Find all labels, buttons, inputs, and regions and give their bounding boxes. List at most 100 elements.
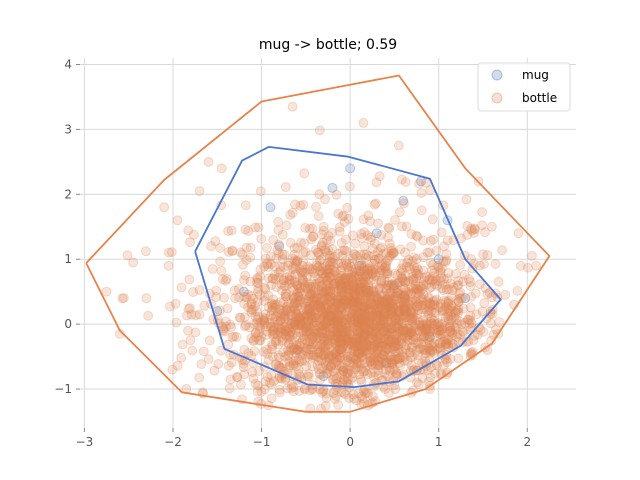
bottle-point — [399, 303, 410, 314]
bottle-point — [453, 307, 464, 318]
bottle-point — [314, 276, 325, 287]
bottle-point — [213, 358, 224, 369]
bottle-point — [299, 280, 310, 291]
bottle-point — [349, 334, 360, 345]
bottle-point — [307, 223, 318, 234]
mug-point — [327, 182, 338, 193]
bottle-point — [143, 310, 154, 321]
bottle-point — [269, 261, 280, 272]
bottle-point — [371, 177, 382, 188]
bottle-point — [348, 305, 359, 316]
bottle-point — [382, 327, 393, 338]
bottle-point — [515, 260, 526, 271]
bottle-point — [408, 305, 419, 316]
bottle-point — [366, 299, 377, 310]
bottle-point — [373, 294, 384, 305]
bottle-point — [384, 330, 395, 341]
bottle-point — [497, 245, 508, 256]
bottle-point — [284, 330, 295, 341]
bottle-point — [297, 265, 308, 276]
x-tick-label: −3 — [76, 435, 94, 449]
bottle-point — [227, 246, 238, 257]
bottle-point — [413, 285, 424, 296]
bottle-point — [314, 261, 325, 272]
bottle-point — [384, 303, 395, 314]
bottle-point — [284, 297, 295, 308]
bottle-point — [262, 371, 273, 382]
bottle-point — [304, 288, 315, 299]
bottle-point — [369, 294, 380, 305]
bottle-point — [302, 271, 313, 282]
bottle-point — [427, 274, 438, 285]
bottle-point — [333, 337, 344, 348]
bottle-point — [333, 332, 344, 343]
bottle-point — [320, 341, 331, 352]
bottle-point — [418, 252, 429, 263]
bottle-point — [384, 300, 395, 311]
bottle-point — [313, 364, 324, 375]
bottle-point — [385, 242, 396, 253]
bottle-point — [248, 319, 259, 330]
bottle-point — [328, 253, 339, 264]
bottle-point — [373, 253, 384, 264]
bottle-point — [304, 263, 315, 274]
bottle-point — [436, 272, 447, 283]
bottle-point — [348, 389, 359, 400]
x-tick-label: −1 — [253, 435, 271, 449]
bottle-point — [369, 199, 380, 210]
bottle-point — [364, 216, 375, 227]
bottle-point — [267, 341, 278, 352]
bottle-point — [339, 245, 350, 256]
bottle-point — [254, 365, 265, 376]
bottle-point — [362, 270, 373, 281]
bottle-point — [221, 273, 232, 284]
bottle-point — [262, 348, 273, 359]
bottle-point — [398, 300, 409, 311]
bottle-point — [302, 305, 313, 316]
bottle-point — [289, 297, 300, 308]
bottle-point — [380, 329, 391, 340]
bottle-point — [293, 291, 304, 302]
bottle-point — [474, 279, 485, 290]
bottle-point — [428, 315, 439, 326]
bottle-point — [211, 291, 222, 302]
bottle-point — [315, 345, 326, 356]
bottle-point — [321, 265, 332, 276]
bottle-point — [293, 317, 304, 328]
mug-point — [362, 325, 373, 336]
bottle-point — [357, 286, 368, 297]
bottle-point — [336, 291, 347, 302]
bottle-point — [289, 303, 300, 314]
bottle-point — [343, 284, 354, 295]
bottle-point — [307, 313, 318, 324]
bottle-point — [316, 355, 327, 366]
bottle-point — [418, 344, 429, 355]
bottle-point — [354, 281, 365, 292]
bottle-point — [260, 376, 271, 387]
bottle-point — [342, 300, 353, 311]
bottle-point — [526, 250, 537, 261]
bottle-point — [370, 264, 381, 275]
bottle-point — [364, 324, 375, 335]
bottle-point — [254, 335, 265, 346]
mug-point — [398, 195, 409, 206]
bottle-point — [226, 225, 237, 236]
bottle-point — [209, 365, 220, 376]
bottle-point — [485, 318, 496, 329]
bottle-point — [410, 279, 421, 290]
bottle-point — [283, 338, 294, 349]
bottle-point — [513, 228, 524, 239]
bottle-point — [343, 364, 354, 375]
bottle-point — [411, 230, 422, 241]
bottle-point — [428, 268, 439, 279]
bottle-point — [229, 331, 240, 342]
bottle-point — [320, 245, 331, 256]
bottle-point — [482, 289, 493, 300]
bottle-point — [360, 293, 371, 304]
bottle-point — [350, 362, 361, 373]
bottle-point — [339, 277, 350, 288]
bottle-point — [248, 373, 259, 384]
bottle-point — [332, 309, 343, 320]
grid — [80, 58, 576, 428]
bottle-point — [382, 268, 393, 279]
